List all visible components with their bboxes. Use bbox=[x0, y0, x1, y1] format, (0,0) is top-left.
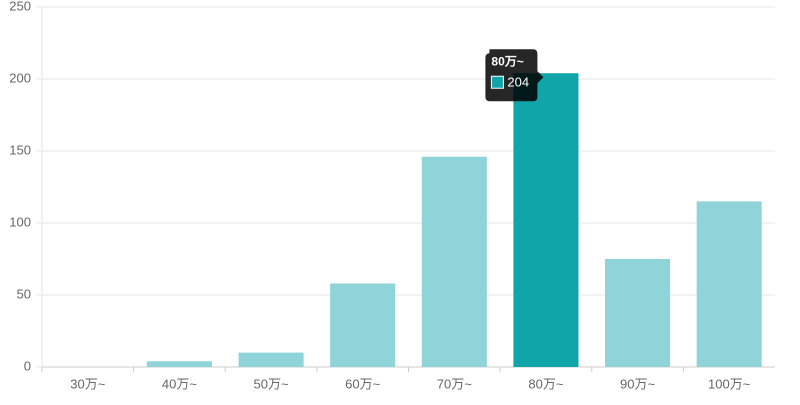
tooltip-swatch bbox=[490, 75, 504, 89]
x-tick-label: 50万~ bbox=[254, 376, 289, 391]
x-tick-label: 80万~ bbox=[528, 376, 563, 391]
tooltip: 80万~ 204 bbox=[485, 49, 544, 102]
x-tick-label: 30万~ bbox=[70, 376, 105, 391]
y-tick-label: 100 bbox=[9, 214, 31, 229]
tooltip-title: 80万~ bbox=[491, 54, 523, 68]
tooltip-value: 204 bbox=[507, 75, 529, 90]
bar bbox=[238, 352, 304, 367]
y-tick-label: 250 bbox=[9, 0, 31, 13]
bar bbox=[696, 201, 762, 367]
x-tick-label: 40万~ bbox=[162, 376, 197, 391]
y-tick-label: 150 bbox=[9, 142, 31, 157]
bar bbox=[421, 156, 487, 367]
bar bbox=[605, 259, 671, 367]
x-tick-label: 70万~ bbox=[437, 376, 472, 391]
bar bbox=[330, 283, 396, 367]
y-tick-label: 200 bbox=[9, 70, 31, 85]
bar bbox=[513, 73, 579, 368]
x-tick-label: 100万~ bbox=[708, 376, 751, 391]
y-tick-label: 50 bbox=[17, 286, 31, 301]
y-tick-label: 0 bbox=[24, 358, 31, 373]
x-tick-label: 90万~ bbox=[620, 376, 655, 391]
x-tick-label: 60万~ bbox=[345, 376, 380, 391]
bar bbox=[146, 361, 212, 367]
